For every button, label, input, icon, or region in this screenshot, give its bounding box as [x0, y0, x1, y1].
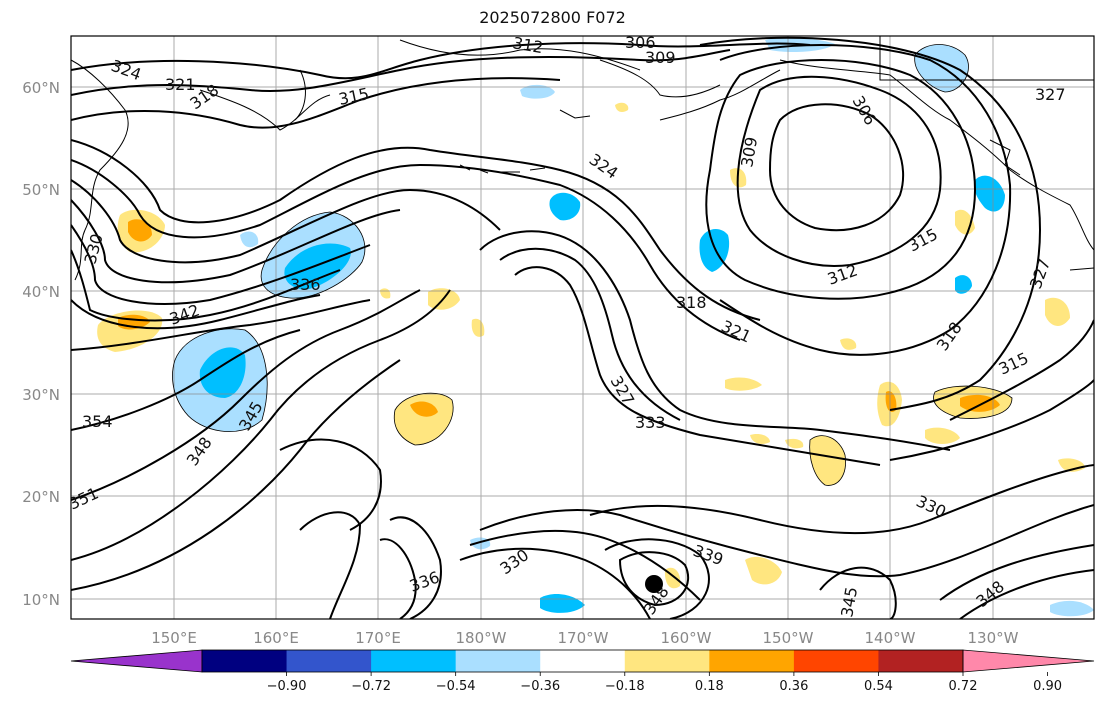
- colorbar-tick-label: 0.90: [1033, 679, 1062, 694]
- map-plot-area: 324 321 318 315 312 306 309 327 306 309 …: [71, 33, 1094, 619]
- colorbar-extend-high: [962, 649, 1095, 673]
- lon-tick-label: 140°W: [865, 629, 916, 647]
- contour-label: 333: [635, 413, 666, 432]
- lat-tick-label: 40°N: [22, 283, 60, 301]
- colorbar-segment: [371, 650, 457, 672]
- colorbar-tick-label: −0.72: [351, 679, 391, 694]
- colorbar-tick-label: 0.36: [779, 679, 808, 694]
- colorbar-tick-label: −0.36: [520, 679, 560, 694]
- colorbar-frame: [201, 649, 964, 673]
- lon-tick-label: 170°W: [558, 629, 609, 647]
- colorbar-segment: [793, 650, 879, 672]
- colorbar-segment: [455, 650, 541, 672]
- contour-label: 309: [645, 48, 676, 67]
- latitude-axis: 10°N 20°N 30°N 40°N 50°N 60°N: [22, 79, 60, 609]
- coastlines: [71, 36, 1094, 281]
- contour-label: 327: [1035, 85, 1066, 104]
- lat-tick-label: 20°N: [22, 488, 60, 506]
- colorbar-segment: [286, 650, 372, 672]
- lat-tick-label: 10°N: [22, 591, 60, 609]
- lat-tick-label: 30°N: [22, 386, 60, 404]
- colorbar-segment: [878, 650, 964, 672]
- lon-tick-label: 180°W: [456, 629, 507, 647]
- colorbar-extend-low: [70, 649, 203, 673]
- longitude-axis: 150°E 160°E 170°E 180°W 170°W 160°W 150°…: [151, 629, 1018, 647]
- colorbar-tick-label: 0.54: [864, 679, 893, 694]
- lat-tick-label: 60°N: [22, 79, 60, 97]
- contour-label: 318: [676, 293, 707, 312]
- lon-tick-label: 160°E: [253, 629, 299, 647]
- map-title: 2025072800 F072: [479, 8, 626, 27]
- lon-tick-label: 170°E: [355, 629, 401, 647]
- colorbar-tick-label: −0.54: [436, 679, 476, 694]
- colorbar-tick-label: −0.18: [605, 679, 645, 694]
- shading-outlines: [172, 44, 1013, 486]
- contour-lines: [71, 36, 1094, 619]
- graticule: [71, 36, 1094, 619]
- storm-center-marker: [645, 575, 663, 593]
- colorbar-tick-label: 0.72: [949, 679, 978, 694]
- lon-tick-label: 130°W: [968, 629, 1019, 647]
- contour-label: 312: [511, 33, 544, 57]
- lon-tick-label: 150°W: [763, 629, 814, 647]
- colorbar-segment: [709, 650, 795, 672]
- contour-labels: 324 321 318 315 312 306 309 327 306 309 …: [71, 33, 1066, 619]
- lon-tick-label: 150°E: [151, 629, 197, 647]
- colorbar-tick-label: 0.18: [695, 679, 724, 694]
- lat-tick-label: 50°N: [22, 181, 60, 199]
- colorbar-segment: [624, 650, 710, 672]
- colorbar-segment: [202, 650, 288, 672]
- colorbar: −0.90 −0.72 −0.54 −0.36 −0.18 0.18 0.36 0.54 0.7…: [70, 649, 1095, 694]
- lon-tick-label: 160°W: [661, 629, 712, 647]
- map-frame: [70, 35, 1095, 620]
- contour-label: 321: [165, 75, 196, 94]
- colorbar-tick-label: −0.90: [267, 679, 307, 694]
- contour-label: 306: [625, 33, 656, 52]
- colorbar-segment: [540, 650, 626, 672]
- contour-label: 354: [82, 412, 113, 431]
- contour-label: 336: [290, 275, 321, 294]
